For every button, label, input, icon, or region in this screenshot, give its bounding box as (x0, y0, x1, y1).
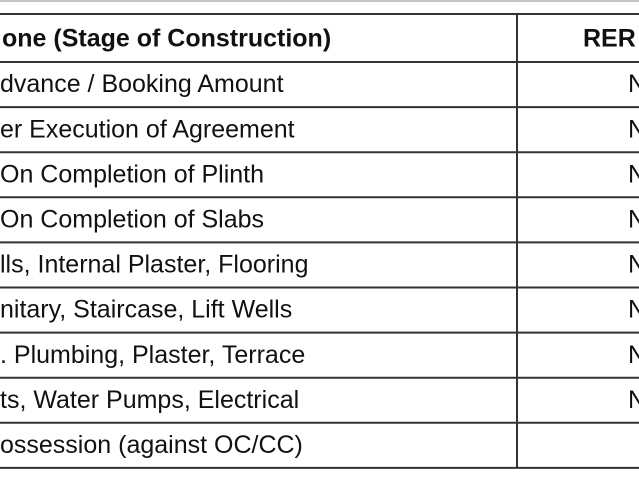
cell: . Plumbing, Plaster, Terrace (0, 341, 305, 369)
cell: N (628, 341, 639, 369)
header-cell: RER (583, 25, 636, 53)
cell: nitary, Staircase, Lift Wells (0, 296, 292, 324)
cell: On Completion of Plinth (0, 160, 264, 188)
cell: On Completion of Slabs (0, 205, 264, 233)
cell: N (628, 70, 639, 98)
cell: N (628, 386, 639, 414)
cell: ossession (against OC/CC) (0, 431, 303, 459)
cell: N (628, 296, 639, 324)
cell: N (628, 251, 639, 279)
cell: N (628, 115, 639, 143)
cell: ts, Water Pumps, Electrical (0, 386, 299, 414)
cell: N (628, 205, 639, 233)
cell: dvance / Booking Amount (0, 70, 284, 98)
cell: lls, Internal Plaster, Flooring (0, 251, 308, 279)
header-cell: one (Stage of Construction) (2, 25, 331, 53)
cell: er Execution of Agreement (0, 115, 295, 143)
cell: N (628, 160, 639, 188)
